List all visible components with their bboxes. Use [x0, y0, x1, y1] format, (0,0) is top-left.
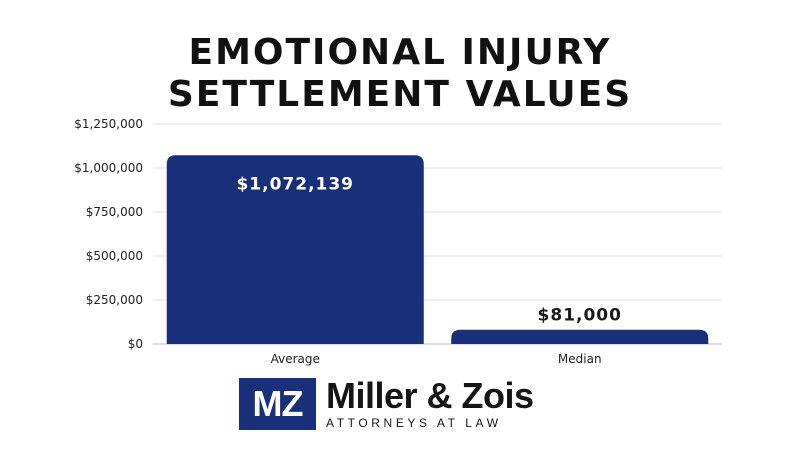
logo-text: Miller & Zois ATTORNEYS AT LAW — [326, 375, 534, 431]
y-tick-label: $500,000 — [86, 249, 143, 263]
x-tick-label: Average — [271, 352, 320, 366]
chart-title: EMOTIONAL INJURY SETTLEMENT VALUES — [0, 32, 800, 116]
y-tick-label: $1,250,000 — [74, 117, 143, 131]
y-tick-label: $250,000 — [86, 293, 143, 307]
y-tick-label: $750,000 — [86, 205, 143, 219]
brand-logo: MZ Miller & Zois ATTORNEYS AT LAW — [239, 378, 534, 430]
chart-title-line-1: EMOTIONAL INJURY — [188, 32, 612, 73]
bar-average — [166, 155, 424, 344]
firm-name: Miller & Zois — [326, 375, 534, 416]
y-tick-label: $1,000,000 — [74, 161, 143, 175]
bar-chart: $0 $250,000 $500,000 $750,000 $1,000,000 $1,2… — [74, 117, 722, 366]
logo-mark: MZ — [239, 378, 316, 430]
y-tick-label: $0 — [128, 337, 143, 351]
firm-tagline: ATTORNEYS AT LAW — [326, 416, 502, 430]
chart-title-line-2: SETTLEMENT VALUES — [167, 74, 633, 115]
data-label: $1,072,139 — [236, 174, 354, 194]
data-label: $81,000 — [538, 306, 622, 326]
x-tick-label: Median — [558, 352, 602, 366]
bar-median — [451, 329, 709, 344]
